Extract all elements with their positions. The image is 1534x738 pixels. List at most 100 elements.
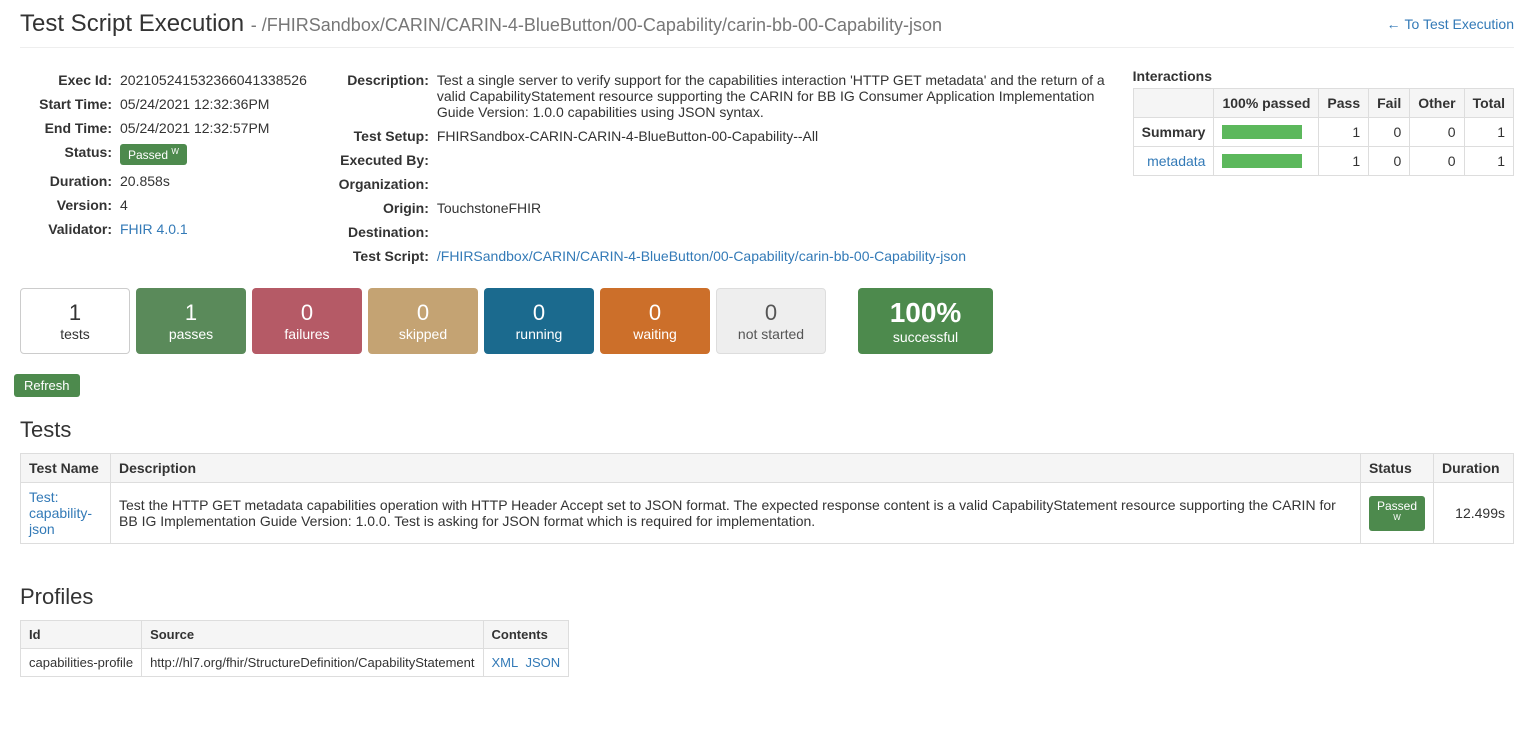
executed-by-value <box>437 148 1113 172</box>
test-desc: Test the HTTP GET metadata capabilities … <box>111 483 1361 544</box>
test-status-badge: Passed W <box>1369 496 1425 531</box>
duration-label: Duration: <box>20 169 120 193</box>
duration-value: 20.858s <box>120 169 307 193</box>
counter-skipped-label: skipped <box>399 326 447 342</box>
counter-failures-label: failures <box>284 326 329 342</box>
exec-id-label: Exec Id: <box>20 68 120 92</box>
test-setup-label: Test Setup: <box>327 124 437 148</box>
status-label: Status: <box>20 140 120 169</box>
tests-col-name: Test Name <box>21 454 111 483</box>
interactions-col-blank <box>1133 89 1214 118</box>
description-label: Description: <box>327 68 437 124</box>
origin-label: Origin: <box>327 196 437 220</box>
validator-link[interactable]: FHIR 4.0.1 <box>120 221 188 237</box>
counter-tests-label: tests <box>60 326 90 342</box>
counter-skipped[interactable]: 0 skipped <box>368 288 478 354</box>
pass-count: 1 <box>1319 118 1369 147</box>
page-header: Test Script Execution - /FHIRSandbox/CAR… <box>20 10 1514 48</box>
counter-passes[interactable]: 1 passes <box>136 288 246 354</box>
tests-table: Test Name Description Status Duration Te… <box>20 453 1514 544</box>
tests-col-dur: Duration <box>1434 454 1514 483</box>
test-setup-value: FHIRSandbox-CARIN-CARIN-4-BlueButton-00-… <box>437 124 1113 148</box>
counter-notstarted-value: 0 <box>765 300 777 326</box>
summary-columns: Exec Id:2021052415323660413385​26 Start … <box>20 68 1514 268</box>
back-to-execution-link[interactable]: ← To Test Execution <box>1387 16 1514 32</box>
counter-tests[interactable]: 1 tests <box>20 288 130 354</box>
end-time-label: End Time: <box>20 116 120 140</box>
test-script-label: Test Script: <box>327 244 437 268</box>
interactions-col-fail: Fail <box>1369 89 1410 118</box>
counter-tests-value: 1 <box>69 300 81 326</box>
profiles-section-title: Profiles <box>20 584 1514 610</box>
profile-xml-link[interactable]: XML <box>492 655 519 670</box>
profile-source: http://hl7.org/fhir/StructureDefinition/… <box>142 649 483 677</box>
interactions-col-pass: Pass <box>1319 89 1369 118</box>
counter-skipped-value: 0 <box>417 300 429 326</box>
counters-row: 1 tests 1 passes 0 failures 0 skipped 0 … <box>20 288 1514 354</box>
total-count: 1 <box>1464 118 1513 147</box>
counter-running-value: 0 <box>533 300 545 326</box>
counter-running-label: running <box>516 326 563 342</box>
profiles-table: Id Source Contents capabilities-profile … <box>20 620 569 677</box>
other-count: 0 <box>1410 118 1464 147</box>
table-row: capabilities-profile http://hl7.org/fhir… <box>21 649 569 677</box>
destination-value <box>437 220 1113 244</box>
profile-json-link[interactable]: JSON <box>525 655 560 670</box>
tests-section-title: Tests <box>20 417 1514 443</box>
counter-waiting-label: waiting <box>633 326 677 342</box>
counter-waiting[interactable]: 0 waiting <box>600 288 710 354</box>
counter-success: 100% successful <box>858 288 993 354</box>
interactions-title: Interactions <box>1133 68 1514 84</box>
page-title-main: Test Script Execution <box>20 10 244 37</box>
profile-id: capabilities-profile <box>21 649 142 677</box>
interactions-row-label: Summary <box>1142 124 1206 140</box>
start-time-label: Start Time: <box>20 92 120 116</box>
organization-label: Organization: <box>327 172 437 196</box>
table-row: Test: capability-json Test the HTTP GET … <box>21 483 1514 544</box>
organization-value <box>437 172 1113 196</box>
test-name-link[interactable]: Test: capability-json <box>29 489 92 537</box>
interactions-col-other: Other <box>1410 89 1464 118</box>
status-badge: Passed W <box>120 144 187 165</box>
counter-success-value: 100% <box>890 297 962 329</box>
fail-count: 0 <box>1369 147 1410 176</box>
profiles-col-source: Source <box>142 621 483 649</box>
arrow-left-icon: ← <box>1387 16 1401 32</box>
description-value: Test a single server to verify support f… <box>437 68 1113 124</box>
tests-col-desc: Description <box>111 454 1361 483</box>
pass-count: 1 <box>1319 147 1369 176</box>
counter-running[interactable]: 0 running <box>484 288 594 354</box>
end-time-value: 05/24/2021 12:32:57PM <box>120 116 307 140</box>
interactions-table: 100% passed Pass Fail Other Total Summar… <box>1133 88 1514 176</box>
validator-label: Validator: <box>20 217 120 241</box>
test-script-link[interactable]: /FHIRSandbox/CARIN/CARIN-4-BlueButton/00… <box>437 248 966 264</box>
fail-count: 0 <box>1369 118 1410 147</box>
counter-waiting-value: 0 <box>649 300 661 326</box>
interactions-row-link[interactable]: metadata <box>1147 153 1205 169</box>
start-time-value: 05/24/2021 12:32:36PM <box>120 92 307 116</box>
counter-success-label: successful <box>893 329 958 345</box>
interactions-col-passed: 100% passed <box>1214 89 1319 118</box>
interactions-panel: Interactions 100% passed Pass Fail Other… <box>1133 68 1514 268</box>
interactions-row: Summary 1 0 0 1 <box>1133 118 1513 147</box>
status-value: Passed W <box>120 140 307 169</box>
tests-col-status: Status <box>1360 454 1433 483</box>
pass-bar <box>1222 125 1302 139</box>
counter-failures[interactable]: 0 failures <box>252 288 362 354</box>
exec-id-value: 2021052415323660413385​26 <box>120 68 307 92</box>
destination-label: Destination: <box>327 220 437 244</box>
origin-value: TouchstoneFHIR <box>437 196 1113 220</box>
back-link-label: To Test Execution <box>1405 16 1514 32</box>
profiles-col-id: Id <box>21 621 142 649</box>
counter-passes-value: 1 <box>185 300 197 326</box>
refresh-button[interactable]: Refresh <box>14 374 80 397</box>
other-count: 0 <box>1410 147 1464 176</box>
total-count: 1 <box>1464 147 1513 176</box>
version-value: 4 <box>120 193 307 217</box>
executed-by-label: Executed By: <box>327 148 437 172</box>
test-duration: 12.499s <box>1434 483 1514 544</box>
counter-notstarted[interactable]: 0 not started <box>716 288 826 354</box>
interactions-row: metadata 1 0 0 1 <box>1133 147 1513 176</box>
counter-passes-label: passes <box>169 326 213 342</box>
details-right: Description:Test a single server to veri… <box>327 68 1113 268</box>
